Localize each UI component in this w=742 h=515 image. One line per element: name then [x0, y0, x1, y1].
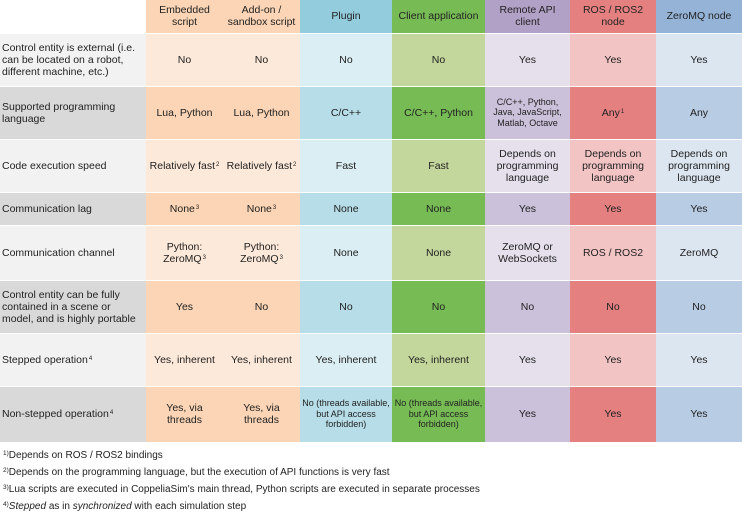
table-row: Communication channel Python: ZeroMQ3 Pyth…: [0, 225, 742, 281]
table-row: Code execution speed Relatively fast2 Rela…: [0, 139, 742, 193]
table-cell: None3: [146, 192, 223, 226]
table-cell: No: [392, 280, 485, 334]
table-cell: Yes, inherent: [392, 333, 485, 387]
table-row: Non-stepped operation4 Yes, via threads Ye…: [0, 386, 742, 443]
table-row: Communication lag None3 None3 None None Yes Ye…: [0, 192, 742, 226]
table-cell: Any: [656, 86, 742, 140]
table-cell: Yes, via threads: [146, 386, 223, 443]
table-row: Supported programming language Lua, Pytho…: [0, 86, 742, 140]
table-cell: Depends on programming language: [485, 139, 570, 193]
table-cell: C/C++, Python, Java, JavaScript, Matlab,…: [485, 86, 570, 140]
table-cell: Yes, inherent: [223, 333, 300, 387]
table-cell: Yes: [485, 386, 570, 443]
table-cell: No: [570, 280, 656, 334]
table-cell: Lua, Python: [223, 86, 300, 140]
table-cell: Yes: [570, 192, 656, 226]
table-cell: Yes, inherent: [300, 333, 392, 387]
table-cell: Yes, inherent: [146, 333, 223, 387]
column-header-1: Embedded script: [146, 0, 223, 34]
table-cell: No: [656, 280, 742, 334]
table-cell: Any1: [570, 86, 656, 140]
table-cell: No: [300, 33, 392, 87]
table-cell: No: [223, 33, 300, 87]
row-label: Control entity is external (i.e. can be …: [0, 33, 146, 87]
table-cell: Yes: [570, 33, 656, 87]
table-cell: C/C++: [300, 86, 392, 140]
table-header: Embedded script Add-on / sandbox script Pl…: [0, 0, 742, 34]
column-header-3: Plugin: [300, 0, 392, 34]
table-cell: No: [485, 280, 570, 334]
table-cell: Yes: [485, 333, 570, 387]
column-header-5: Remote API client: [485, 0, 570, 34]
table-cell: No: [146, 33, 223, 87]
table-cell: No: [300, 280, 392, 334]
table-cell: Yes: [485, 33, 570, 87]
table-cell: Yes: [570, 333, 656, 387]
table-cell: No (threads available, but API access fo…: [300, 386, 392, 443]
table-cell: Lua, Python: [146, 86, 223, 140]
table-row: Control entity is external (i.e. can be …: [0, 33, 742, 87]
table-cell: Yes: [656, 386, 742, 443]
footnote-1: 1)Depends on ROS / ROS2 bindings: [3, 450, 163, 461]
table-cell: Yes, via threads: [223, 386, 300, 443]
row-label: Stepped operation4: [0, 333, 146, 387]
row-label: Code execution speed: [0, 139, 146, 193]
table-row: Stepped operation4 Yes, inherent Yes, inhe…: [0, 333, 742, 387]
table-cell: No (threads available, but API access fo…: [392, 386, 485, 443]
table-cell: Python: ZeroMQ3: [223, 225, 300, 281]
table-cell: Yes: [656, 33, 742, 87]
column-header-6: ROS / ROS2 node: [570, 0, 656, 34]
footnotes: 1)Depends on ROS / ROS2 bindings 2)Depen…: [2, 447, 480, 515]
table-cell: Depends on programming language: [570, 139, 656, 193]
row-label: Supported programming language: [0, 86, 146, 140]
table-cell: Relatively fast2: [146, 139, 223, 193]
table-cell: Yes: [570, 386, 656, 443]
column-header-7: ZeroMQ node: [656, 0, 742, 34]
row-label: Non-stepped operation4: [0, 386, 146, 443]
table-cell: Yes: [146, 280, 223, 334]
header-corner: [0, 0, 146, 34]
table-cell: None: [392, 192, 485, 226]
table-body: Control entity is external (i.e. can be …: [0, 33, 742, 443]
table-cell: Fast: [392, 139, 485, 193]
footnote-4: 4)Stepped as in synchronized with each s…: [3, 501, 247, 512]
footnote-3: 3)Lua scripts are executed in CoppeliaSi…: [3, 484, 480, 495]
row-label: Communication channel: [0, 225, 146, 281]
table-cell: Yes: [485, 192, 570, 226]
table-cell: ZeroMQ or WebSockets: [485, 225, 570, 281]
footnote-2: 2)Depends on the programming language, b…: [3, 467, 390, 478]
table-cell: No: [223, 280, 300, 334]
table-cell: ROS / ROS2: [570, 225, 656, 281]
table-cell: ZeroMQ: [656, 225, 742, 281]
column-header-4: Client application: [392, 0, 485, 34]
table-cell: Yes: [656, 333, 742, 387]
table-cell: None: [300, 225, 392, 281]
table-cell: None: [392, 225, 485, 281]
table-cell: None3: [223, 192, 300, 226]
table-cell: No: [392, 33, 485, 87]
row-label: Communication lag: [0, 192, 146, 226]
table-cell: Depends on programming language: [656, 139, 742, 193]
row-label: Control entity can be fully contained in…: [0, 280, 146, 334]
table-cell: Yes: [656, 192, 742, 226]
comparison-table: Embedded script Add-on / sandbox script Pl…: [0, 0, 742, 443]
column-header-2: Add-on / sandbox script: [223, 0, 300, 34]
table-cell: C/C++, Python: [392, 86, 485, 140]
table-cell: Fast: [300, 139, 392, 193]
table-cell: Relatively fast2: [223, 139, 300, 193]
table-row: Control entity can be fully contained in…: [0, 280, 742, 334]
table-cell: None: [300, 192, 392, 226]
table-cell: Python: ZeroMQ3: [146, 225, 223, 281]
